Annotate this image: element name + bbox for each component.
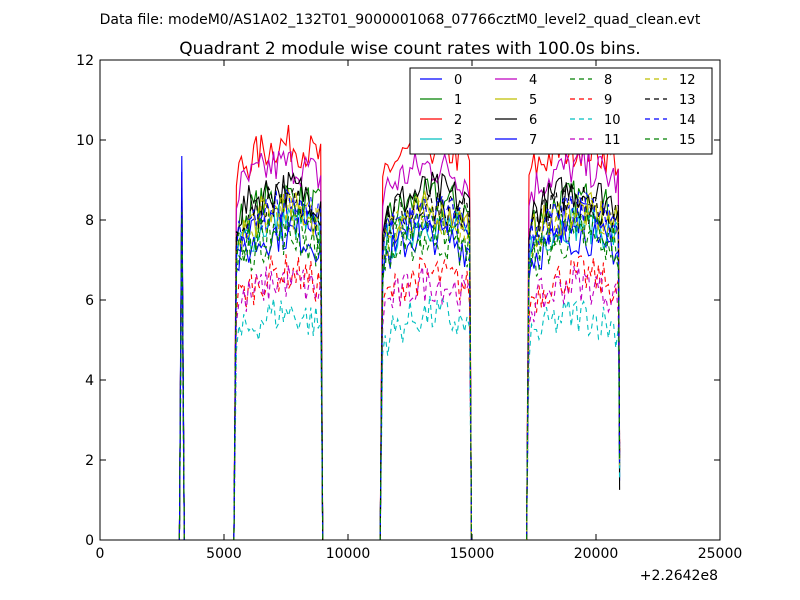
series-line-13 — [100, 181, 621, 540]
series-line-12 — [100, 194, 621, 540]
series-line-4 — [100, 148, 621, 540]
x-tick-label: 0 — [96, 546, 105, 562]
x-offset-label: +2.2642e8 — [640, 568, 718, 584]
series-line-15 — [100, 206, 621, 540]
y-tick-label: 0 — [85, 533, 94, 549]
data-file-label: Data file: modeM0/AS1A02_132T01_90000010… — [100, 12, 701, 28]
legend-label-5: 5 — [529, 93, 537, 108]
series-layer — [100, 124, 621, 540]
legend-label-4: 4 — [529, 73, 537, 88]
legend-frame — [409, 67, 713, 155]
x-tick-label: 10000 — [326, 546, 371, 562]
series-line-3 — [100, 203, 621, 540]
series-line-8 — [100, 219, 621, 540]
y-tick-label: 2 — [85, 453, 94, 469]
legend-label-2: 2 — [454, 113, 462, 128]
legend-label-3: 3 — [454, 133, 462, 148]
legend-label-6: 6 — [529, 113, 537, 128]
series-line-6 — [100, 171, 621, 540]
legend-label-12: 12 — [679, 73, 696, 88]
legend-label-8: 8 — [604, 73, 612, 88]
x-tick-label: 20000 — [574, 546, 619, 562]
legend-label-14: 14 — [679, 113, 696, 128]
legend-label-7: 7 — [529, 133, 537, 148]
legend-label-9: 9 — [604, 93, 612, 108]
series-line-7 — [100, 171, 621, 540]
series-line-10 — [100, 275, 621, 540]
legend-label-1: 1 — [454, 93, 462, 108]
legend-label-0: 0 — [454, 73, 462, 88]
y-tick-label: 6 — [85, 293, 94, 309]
series-line-9 — [100, 243, 621, 540]
x-tick-label: 15000 — [450, 546, 495, 562]
legend-label-15: 15 — [679, 133, 696, 148]
y-tick-label: 8 — [85, 213, 94, 229]
y-tick-label: 10 — [76, 133, 94, 149]
legend-label-10: 10 — [604, 113, 621, 128]
chart-title: Quadrant 2 module wise count rates with … — [179, 39, 640, 59]
y-tick-label: 12 — [76, 53, 94, 69]
series-line-11 — [100, 251, 621, 540]
legend-label-11: 11 — [604, 133, 621, 148]
x-tick-label: 25000 — [698, 546, 743, 562]
series-line-14 — [100, 188, 621, 540]
x-tick-label: 5000 — [206, 546, 242, 562]
y-tick-label: 4 — [85, 373, 94, 389]
legend-label-13: 13 — [679, 93, 696, 108]
